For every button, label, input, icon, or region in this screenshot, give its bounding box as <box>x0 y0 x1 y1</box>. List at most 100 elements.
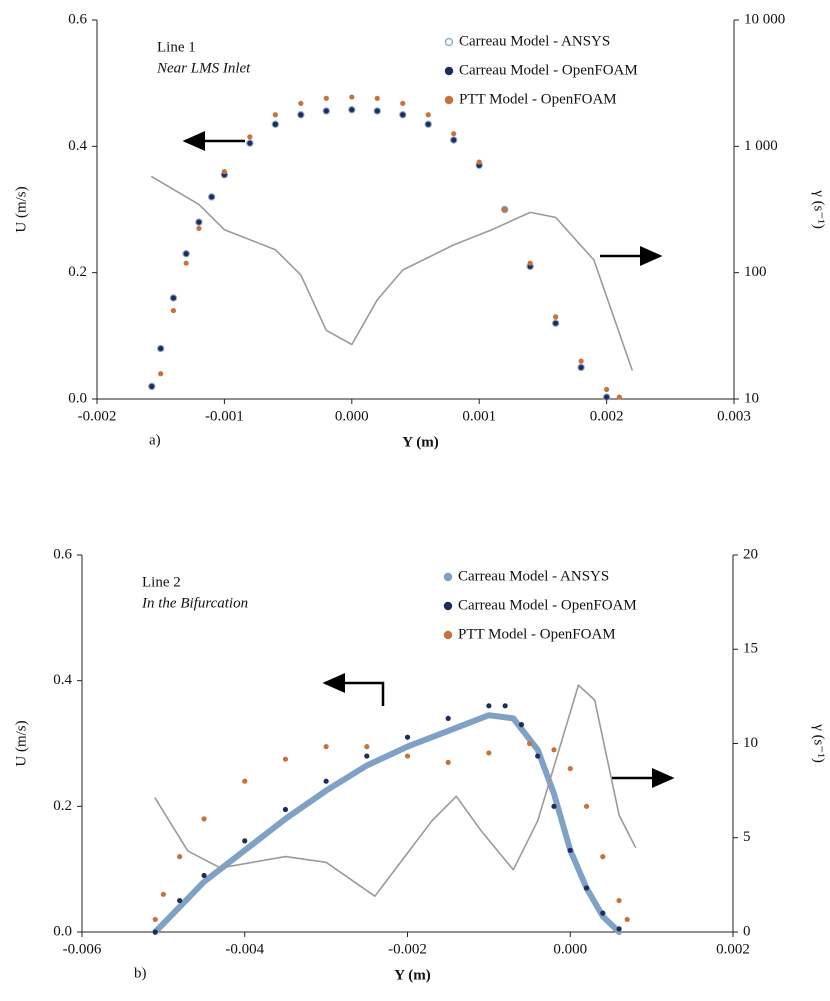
y2-axis-label: γ (s⁻¹) <box>811 189 827 229</box>
data-point <box>616 394 622 400</box>
y-tick-label: 0.2 <box>68 264 87 280</box>
data-point <box>201 816 207 822</box>
arrows <box>182 131 675 788</box>
annotation: Line 2 <box>142 574 181 590</box>
data-point <box>600 854 606 860</box>
data-point <box>282 756 289 762</box>
data-point <box>364 744 370 750</box>
data-point <box>567 847 573 853</box>
x-tick-label: 0.003 <box>717 408 751 424</box>
y2-axis-label: γ (s⁻¹) <box>811 723 827 763</box>
data-point <box>196 225 202 232</box>
data-point <box>196 219 202 225</box>
data-point <box>272 121 278 127</box>
y-tick-label: 0.0 <box>53 923 72 939</box>
y2-tick-label: 5 <box>743 829 751 845</box>
data-point <box>323 778 329 784</box>
data-point <box>242 778 248 784</box>
legend-marker <box>444 66 454 76</box>
data-point <box>624 916 630 923</box>
y-tick-label: 0.6 <box>53 546 72 562</box>
data-point <box>583 885 590 891</box>
y-axis-label: U (m/s) <box>13 186 29 232</box>
y2-tick-label: 10 000 <box>744 11 785 27</box>
y-tick-label: 0.4 <box>53 672 72 688</box>
data-point <box>400 100 406 106</box>
legend-label: Carreau Model - ANSYS <box>458 568 609 584</box>
data-point <box>616 926 622 932</box>
data-point <box>374 108 380 114</box>
data-point <box>323 744 329 750</box>
data-point <box>221 169 227 175</box>
data-point <box>583 803 590 809</box>
legend-marker <box>443 630 453 640</box>
x-axis-label: Y (m) <box>394 967 431 983</box>
data-point <box>177 897 183 904</box>
legend-marker <box>444 95 454 105</box>
y2-tick-label: 100 <box>744 264 767 280</box>
legend-label: Carreau Model - OpenFOAM <box>458 597 637 613</box>
data-point <box>170 295 177 301</box>
data-point <box>502 703 508 709</box>
rate-line <box>154 684 637 897</box>
x-axis-label: Y (m) <box>402 434 439 450</box>
data-point <box>183 251 189 257</box>
data-point <box>445 715 451 721</box>
data-point <box>349 107 355 113</box>
data-point <box>152 929 158 935</box>
data-point <box>551 747 557 753</box>
data-point <box>247 140 253 146</box>
x-tick-label: 0.001 <box>462 408 496 424</box>
data-point <box>578 358 584 364</box>
data-point <box>323 95 329 101</box>
data-point <box>349 94 355 100</box>
data-point <box>451 131 457 137</box>
data-point <box>476 159 482 165</box>
x-tick-label: -0.006 <box>63 941 102 957</box>
y-tick-label: 0.2 <box>53 798 72 814</box>
annotation: Line 1 <box>157 39 196 55</box>
data-point <box>323 108 329 114</box>
x-tick-label: -0.001 <box>205 408 244 424</box>
data-point <box>298 100 304 106</box>
data-point <box>526 740 533 747</box>
data-point <box>425 121 431 127</box>
y-axis-label: U (m/s) <box>13 720 29 766</box>
data-point <box>616 897 622 904</box>
data-point <box>177 854 183 860</box>
x-tick-label: -0.004 <box>225 941 264 957</box>
data-point <box>364 753 370 759</box>
data-point <box>242 838 248 844</box>
data-point <box>451 137 457 143</box>
data-point <box>486 703 492 709</box>
x-tick-label: -0.002 <box>388 941 427 957</box>
data-point <box>404 753 411 759</box>
x-tick-label: 0.000 <box>335 408 369 424</box>
data-point <box>400 112 406 118</box>
panel-label: b) <box>134 965 147 981</box>
data-point <box>247 134 253 140</box>
y2-tick-label: 20 <box>743 546 758 562</box>
data-point <box>553 314 559 320</box>
data-point <box>527 260 533 266</box>
data-point <box>374 95 380 101</box>
panel-label: a) <box>149 432 161 448</box>
y2-tick-label: 15 <box>743 641 758 657</box>
data-point <box>149 383 155 389</box>
data-point <box>404 734 411 740</box>
x-tick-label: 0.000 <box>553 941 587 957</box>
legend-marker <box>444 37 454 47</box>
legend-label: Carreau Model - OpenFOAM <box>459 62 638 78</box>
data-point <box>535 753 541 759</box>
velocity-line <box>152 712 623 935</box>
annotation: In the Bifurcation <box>141 595 248 611</box>
data-point <box>201 872 207 879</box>
panel: -0.006 -0.004 -0.002 0.000 0.002 0.0 0.2 0.4 0.6… <box>13 546 826 983</box>
legend-label: PTT Model - OpenFOAM <box>459 91 617 107</box>
x-tick-label: 0.002 <box>716 941 750 957</box>
data-point <box>486 750 492 756</box>
data-point <box>158 345 164 352</box>
data-point <box>553 320 559 326</box>
x-tick-label: -0.002 <box>78 408 117 424</box>
y-tick-label: 0.6 <box>68 11 87 27</box>
